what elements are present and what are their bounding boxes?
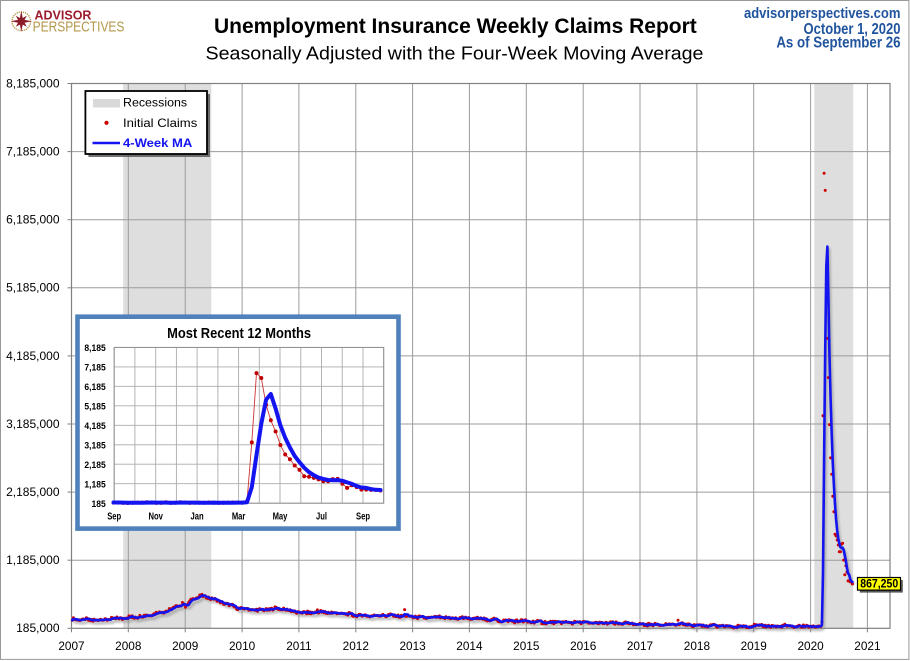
- svg-text:October 1, 2020: October 1, 2020: [804, 21, 901, 39]
- svg-text:2,185: 2,185: [84, 460, 105, 470]
- svg-text:2015: 2015: [513, 639, 540, 653]
- svg-text:PERSPECTIVES: PERSPECTIVES: [33, 18, 125, 34]
- svg-text:Seasonally Adjusted with the F: Seasonally Adjusted with the Four-Week M…: [206, 44, 704, 65]
- svg-text:5,185,000: 5,185,000: [6, 281, 60, 295]
- svg-text:185: 185: [92, 499, 106, 509]
- svg-text:3,185,000: 3,185,000: [6, 417, 60, 431]
- svg-text:6,185: 6,185: [84, 382, 105, 392]
- svg-text:3,185: 3,185: [84, 440, 105, 450]
- svg-text:Initial Claims: Initial Claims: [123, 115, 197, 130]
- svg-text:2017: 2017: [627, 639, 653, 653]
- svg-text:Nov: Nov: [148, 510, 163, 521]
- svg-text:8,185,000: 8,185,000: [6, 76, 60, 90]
- svg-text:2,185,000: 2,185,000: [6, 485, 60, 499]
- svg-text:6,185,000: 6,185,000: [6, 213, 60, 227]
- svg-text:5,185: 5,185: [84, 401, 105, 411]
- svg-text:2019: 2019: [741, 639, 767, 653]
- svg-text:2018: 2018: [684, 639, 711, 653]
- svg-text:Most Recent 12 Months: Most Recent 12 Months: [167, 324, 311, 341]
- svg-text:4,185,000: 4,185,000: [6, 349, 60, 363]
- svg-text:4-Week MA: 4-Week MA: [123, 136, 192, 151]
- svg-text:2008: 2008: [115, 639, 142, 653]
- svg-text:2021: 2021: [854, 639, 880, 653]
- svg-text:May: May: [273, 510, 288, 521]
- svg-text:2016: 2016: [570, 639, 597, 653]
- svg-text:Unemployment Insurance Weekly: Unemployment Insurance Weekly Claims Rep…: [214, 14, 697, 38]
- svg-text:1,185,000: 1,185,000: [6, 553, 60, 567]
- svg-text:2011: 2011: [286, 639, 311, 653]
- svg-text:1,185: 1,185: [84, 479, 105, 489]
- svg-text:2014: 2014: [456, 639, 483, 653]
- svg-text:Sep: Sep: [107, 510, 121, 521]
- svg-text:867,250: 867,250: [860, 578, 898, 591]
- svg-text:2010: 2010: [229, 639, 256, 653]
- svg-text:7,185,000: 7,185,000: [6, 145, 60, 159]
- svg-text:Jul: Jul: [316, 510, 327, 521]
- svg-text:2013: 2013: [399, 639, 426, 653]
- svg-text:2007: 2007: [58, 639, 84, 653]
- svg-text:Recessions: Recessions: [123, 96, 187, 110]
- svg-text:185,000: 185,000: [16, 621, 60, 635]
- svg-text:As of September 26: As of September 26: [776, 34, 900, 51]
- svg-text:7,185: 7,185: [84, 362, 105, 372]
- svg-text:8,185: 8,185: [84, 343, 105, 353]
- svg-text:Jan: Jan: [191, 510, 204, 521]
- svg-text:advisorperspectives.com: advisorperspectives.com: [744, 4, 901, 21]
- svg-text:Mar: Mar: [232, 510, 246, 521]
- svg-text:2012: 2012: [343, 639, 369, 653]
- svg-text:Sep: Sep: [356, 510, 370, 521]
- svg-text:2009: 2009: [172, 639, 198, 653]
- svg-text:ADVISOR: ADVISOR: [35, 9, 92, 23]
- svg-text:2020: 2020: [797, 639, 824, 653]
- svg-text:4,185: 4,185: [84, 421, 105, 431]
